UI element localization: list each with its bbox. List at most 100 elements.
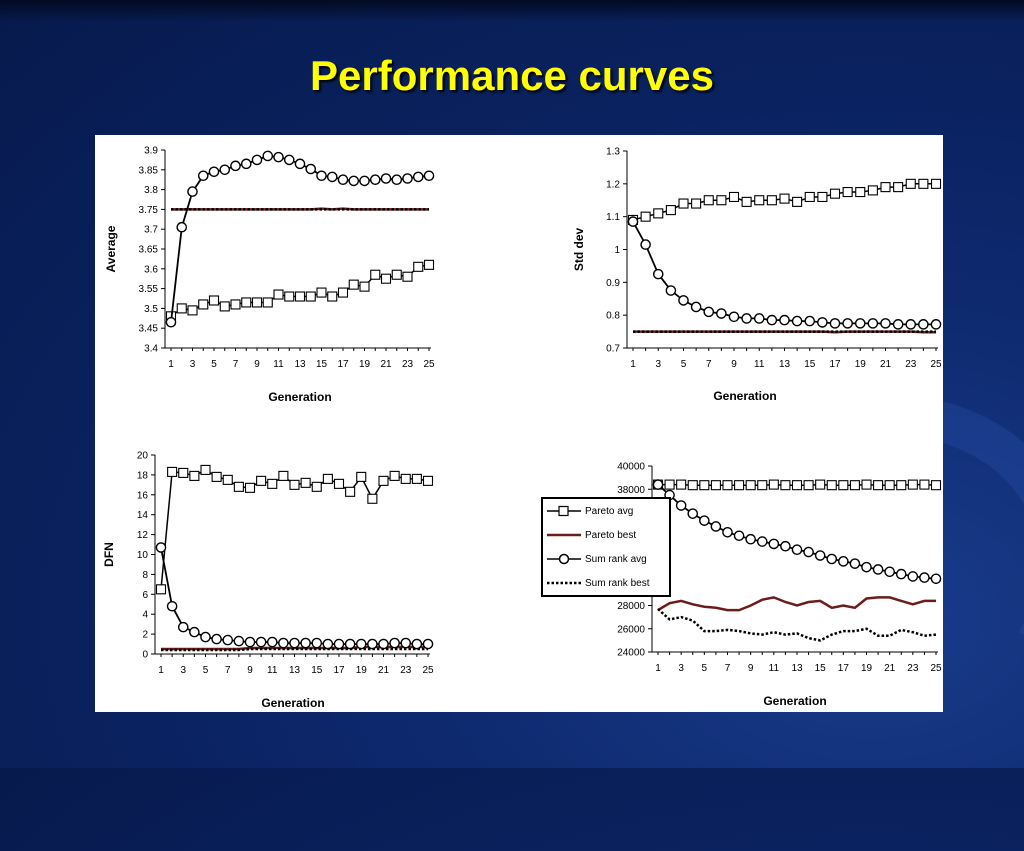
- data-point: [896, 480, 907, 491]
- data-point: [348, 175, 360, 187]
- data-point: [367, 493, 378, 504]
- x-tick-label: 13: [791, 663, 803, 674]
- data-point: [411, 638, 423, 650]
- data-point: [211, 471, 222, 482]
- data-point: [219, 164, 231, 176]
- x-tick-label: 11: [267, 665, 278, 676]
- x-tick-label: 21: [380, 359, 392, 370]
- series-line: [160, 547, 428, 646]
- x-axis-label: Generation: [713, 389, 776, 403]
- data-point: [861, 479, 872, 490]
- data-point: [187, 186, 198, 197]
- x-tick-label: 13: [294, 359, 306, 370]
- x-tick-label: 3: [180, 665, 186, 676]
- y-tick-label: 0.8: [606, 311, 620, 322]
- data-point: [893, 182, 904, 193]
- data-point: [378, 475, 389, 486]
- data-point: [380, 273, 392, 284]
- line-marker-icon: [547, 533, 581, 537]
- y-tick-label: 10: [137, 550, 149, 561]
- x-tick-label: 17: [838, 663, 850, 674]
- y-tick-label: 3.45: [139, 324, 159, 335]
- data-point: [187, 305, 198, 316]
- data-point: [380, 173, 392, 184]
- data-point: [348, 279, 359, 290]
- data-point: [880, 182, 891, 193]
- x-tick-label: 15: [804, 359, 816, 370]
- y-tick-label: 38000: [617, 485, 645, 496]
- series-pareto-avg: [155, 464, 434, 595]
- y-tick-label: 1.1: [606, 212, 620, 223]
- x-tick-label: 25: [422, 665, 434, 676]
- y-tick-label: 26000: [617, 624, 645, 635]
- series-line: [161, 647, 428, 652]
- data-point: [814, 550, 826, 561]
- data-point: [359, 281, 370, 292]
- data-point: [791, 480, 803, 491]
- data-point: [716, 195, 727, 206]
- data-point: [627, 216, 639, 227]
- x-axis-label: Generation: [261, 696, 324, 710]
- y-tick-label: 3.75: [139, 205, 159, 216]
- data-point: [678, 295, 689, 306]
- data-point: [849, 480, 860, 491]
- data-point: [240, 158, 252, 170]
- data-point: [691, 198, 702, 209]
- y-tick-label: 2: [142, 630, 148, 641]
- data-point: [690, 301, 702, 313]
- y-tick-label: 3.85: [139, 165, 159, 176]
- series-sum-rank-avg: [652, 479, 942, 585]
- x-tick-label: 19: [356, 665, 368, 676]
- data-point: [919, 572, 930, 583]
- data-point: [907, 479, 918, 490]
- data-point: [262, 150, 274, 162]
- data-point: [241, 297, 252, 308]
- x-tick-label: 11: [754, 359, 765, 370]
- data-point: [728, 311, 740, 323]
- data-point: [370, 269, 381, 280]
- data-point: [919, 479, 930, 490]
- data-point: [930, 178, 942, 189]
- y-tick-label: 6: [142, 590, 148, 601]
- data-point: [402, 173, 413, 184]
- data-point: [722, 480, 733, 491]
- data-point: [266, 636, 278, 648]
- data-point: [230, 299, 241, 310]
- x-tick-label: 3: [190, 359, 196, 370]
- data-point: [300, 477, 311, 488]
- data-point: [402, 271, 413, 282]
- data-point: [779, 314, 790, 326]
- data-point: [687, 480, 698, 491]
- x-tick-label: 9: [731, 359, 737, 370]
- data-point: [873, 480, 884, 491]
- legend-item-pareto-avg: Pareto avg: [543, 499, 669, 523]
- y-tick-label: 3.6: [144, 264, 158, 275]
- data-point: [652, 268, 664, 280]
- data-point: [355, 638, 367, 650]
- chart-stddev: 0.70.80.911.11.21.31 3 5 7 9 11 13 15 17 19 21 23 25…: [572, 147, 942, 404]
- series-sum-rank-best: [161, 647, 428, 652]
- data-point: [780, 480, 791, 491]
- data-point: [278, 470, 289, 481]
- data-point: [333, 638, 345, 650]
- data-point: [344, 638, 356, 650]
- data-point: [166, 600, 178, 612]
- data-point: [699, 480, 710, 491]
- y-tick-label: 3.7: [144, 225, 158, 236]
- data-point: [411, 473, 422, 484]
- y-tick-label: 3.8: [144, 185, 158, 196]
- data-point: [367, 638, 378, 650]
- data-point: [803, 546, 814, 558]
- chart-average: 3.43.453.53.553.63.653.73.753.83.853.91 3…: [104, 146, 435, 405]
- data-point: [779, 193, 790, 204]
- data-point: [791, 315, 803, 327]
- data-point: [222, 474, 233, 485]
- data-point: [804, 315, 816, 327]
- data-point: [267, 478, 278, 489]
- data-point: [289, 479, 300, 490]
- data-point: [754, 195, 765, 206]
- data-point: [703, 306, 715, 318]
- data-point: [155, 542, 167, 553]
- data-point: [333, 478, 345, 489]
